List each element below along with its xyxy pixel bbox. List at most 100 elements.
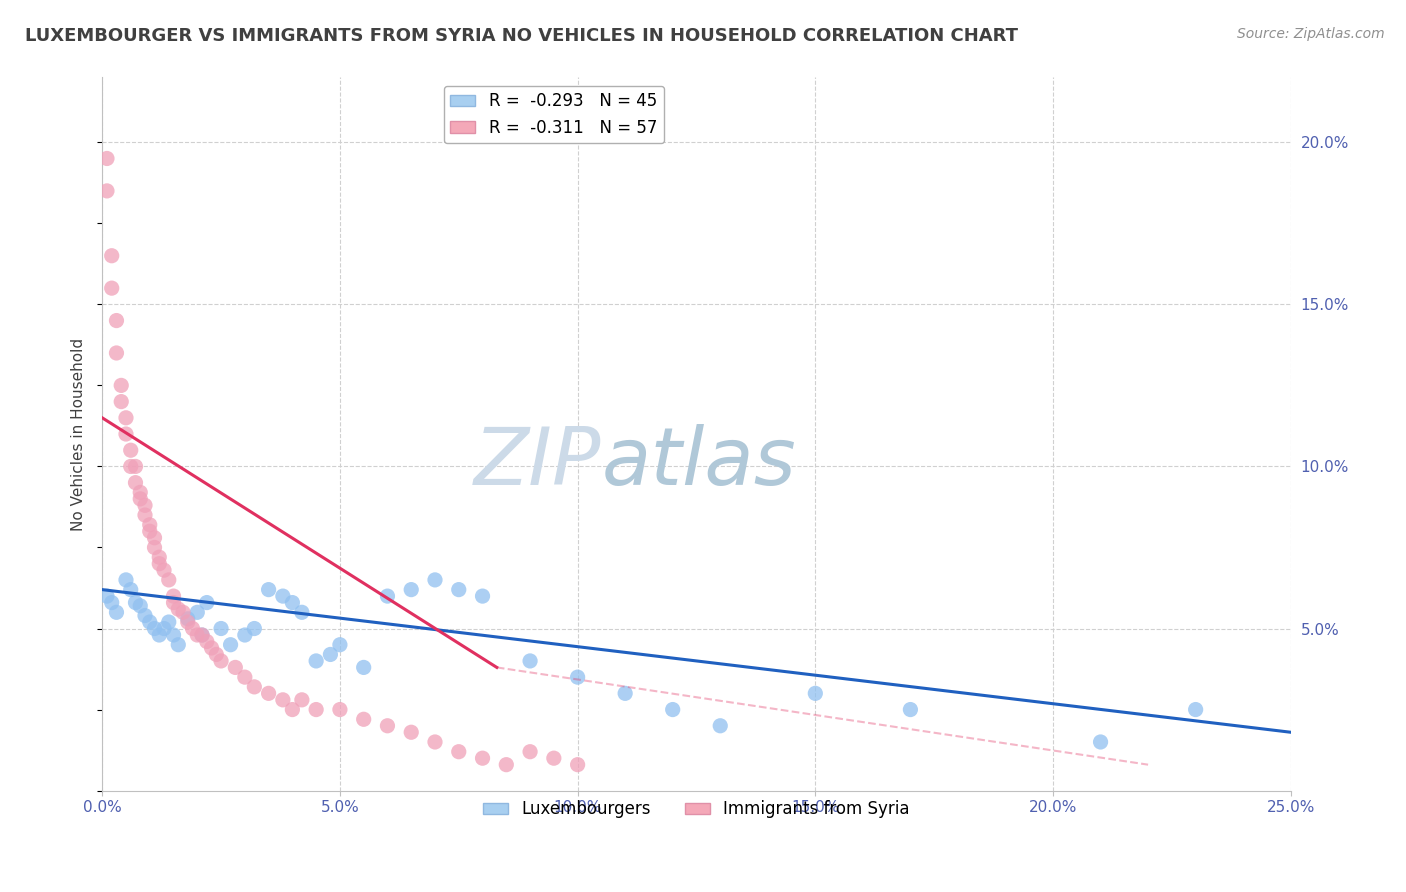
Point [143, 622, 166, 636]
Point [195, 634, 218, 648]
Point [567, 670, 589, 684]
Point [96, 184, 118, 198]
Point [471, 589, 494, 603]
Point [139, 517, 162, 532]
Point [110, 394, 132, 409]
Point [129, 599, 152, 613]
Point [567, 757, 589, 772]
Point [233, 670, 256, 684]
Point [519, 745, 541, 759]
Point [233, 628, 256, 642]
Point [143, 531, 166, 545]
Text: ZIP: ZIP [474, 424, 602, 501]
Point [377, 589, 399, 603]
Point [105, 313, 128, 327]
Point [661, 702, 683, 716]
Point [186, 628, 208, 642]
Text: atlas: atlas [602, 424, 796, 501]
Point [162, 589, 184, 603]
Point [900, 702, 922, 716]
Point [281, 702, 304, 716]
Point [167, 638, 190, 652]
Point [100, 249, 122, 263]
Point [120, 459, 142, 474]
Point [1184, 702, 1206, 716]
Point [257, 686, 280, 700]
Text: LUXEMBOURGER VS IMMIGRANTS FROM SYRIA NO VEHICLES IN HOUSEHOLD CORRELATION CHART: LUXEMBOURGER VS IMMIGRANTS FROM SYRIA NO… [25, 27, 1018, 45]
Point [157, 615, 180, 629]
Point [134, 608, 156, 623]
Point [124, 596, 146, 610]
Point [134, 508, 156, 522]
Point [219, 638, 242, 652]
Point [105, 605, 128, 619]
Point [120, 443, 142, 458]
Point [172, 605, 194, 619]
Point [709, 719, 731, 733]
Point [329, 638, 352, 652]
Point [191, 628, 214, 642]
Point [209, 622, 232, 636]
Point [115, 410, 138, 425]
Point [139, 524, 162, 539]
Point [153, 622, 176, 636]
Point [209, 654, 232, 668]
Point [120, 582, 142, 597]
Point [519, 654, 541, 668]
Point [305, 702, 328, 716]
Point [115, 573, 138, 587]
Point [129, 491, 152, 506]
Point [162, 596, 184, 610]
Point [543, 751, 565, 765]
Point [291, 605, 314, 619]
Point [96, 152, 118, 166]
Point [148, 550, 170, 565]
Point [614, 686, 637, 700]
Point [139, 615, 162, 629]
Point [162, 628, 184, 642]
Point [100, 596, 122, 610]
Point [291, 693, 314, 707]
Point [205, 648, 228, 662]
Point [129, 485, 152, 500]
Point [153, 563, 176, 577]
Point [495, 757, 517, 772]
Point [224, 660, 246, 674]
Point [157, 573, 180, 587]
Y-axis label: No Vehicles in Household: No Vehicles in Household [72, 337, 86, 531]
Point [177, 615, 200, 629]
Point [447, 582, 470, 597]
Point [96, 589, 118, 603]
Point [148, 628, 170, 642]
Point [257, 582, 280, 597]
Point [423, 573, 446, 587]
Point [329, 702, 352, 716]
Point [191, 628, 214, 642]
Point [305, 654, 328, 668]
Point [186, 605, 208, 619]
Point [124, 475, 146, 490]
Point [377, 719, 399, 733]
Point [177, 612, 200, 626]
Point [804, 686, 827, 700]
Point [105, 346, 128, 360]
Point [167, 602, 190, 616]
Point [134, 499, 156, 513]
Point [399, 725, 422, 739]
Point [181, 622, 204, 636]
Point [471, 751, 494, 765]
Point [353, 712, 375, 726]
Point [399, 582, 422, 597]
Point [1090, 735, 1112, 749]
Point [319, 648, 342, 662]
Point [271, 589, 294, 603]
Point [115, 427, 138, 442]
Point [271, 693, 294, 707]
Point [353, 660, 375, 674]
Point [143, 541, 166, 555]
Text: Source: ZipAtlas.com: Source: ZipAtlas.com [1237, 27, 1385, 41]
Point [124, 459, 146, 474]
Point [110, 378, 132, 392]
Point [200, 640, 222, 655]
Point [100, 281, 122, 295]
